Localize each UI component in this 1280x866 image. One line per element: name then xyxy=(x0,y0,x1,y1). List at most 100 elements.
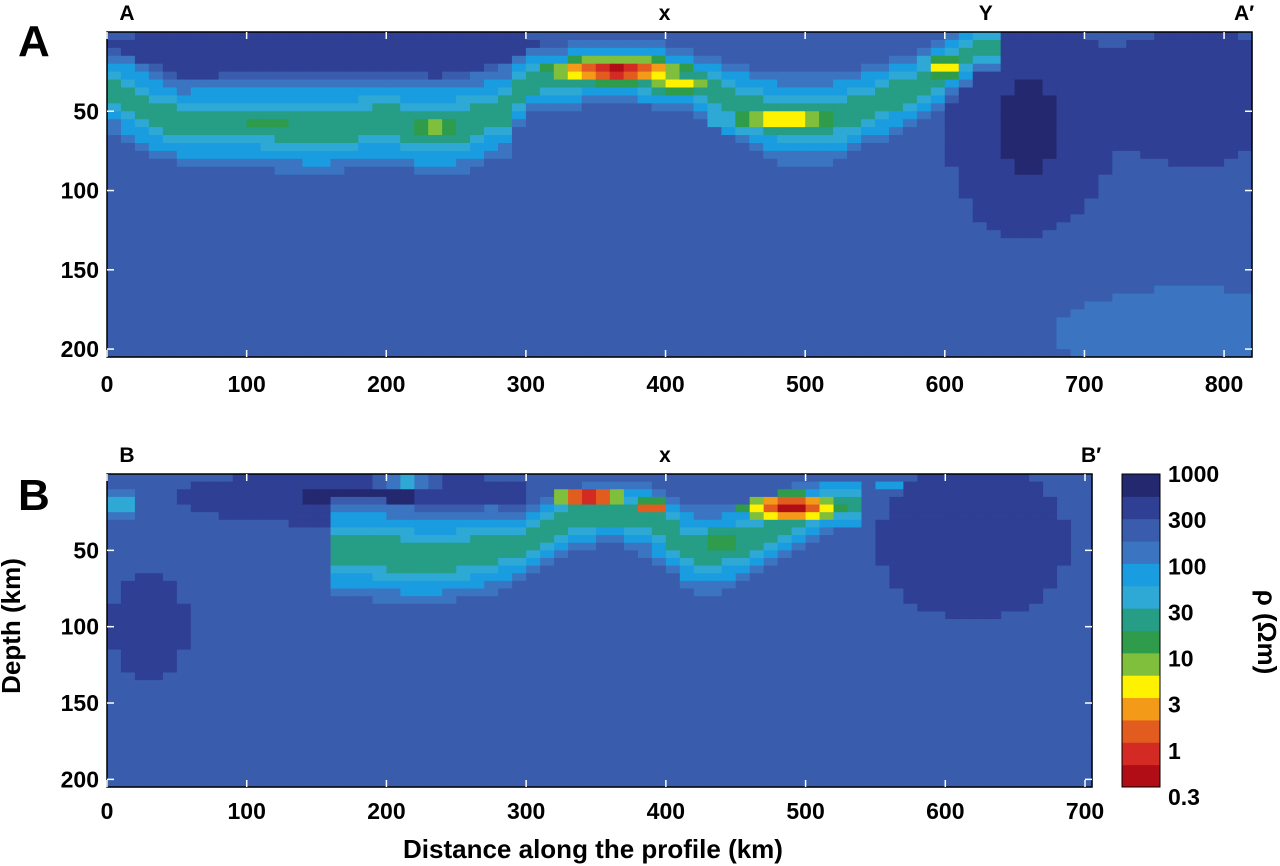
resistivity-cell xyxy=(1056,158,1072,168)
resistivity-cell xyxy=(679,39,695,49)
resistivity-cell xyxy=(246,672,262,681)
resistivity-cell xyxy=(120,779,136,788)
resistivity-cell xyxy=(1140,238,1155,247)
resistivity-cell xyxy=(888,214,904,223)
resistivity-cell xyxy=(1042,39,1058,49)
resistivity-cell xyxy=(330,474,346,483)
resistivity-cell xyxy=(693,269,709,279)
resistivity-cell xyxy=(358,79,373,89)
resistivity-cell xyxy=(190,733,206,742)
resistivity-cell xyxy=(637,63,653,73)
resistivity-cell xyxy=(944,39,960,49)
resistivity-cell xyxy=(721,47,736,57)
resistivity-cell xyxy=(190,550,206,559)
resistivity-cell xyxy=(1000,103,1016,112)
resistivity-cell xyxy=(302,733,318,742)
resistivity-cell xyxy=(1140,71,1155,81)
resistivity-cell xyxy=(1238,214,1253,223)
resistivity-cell xyxy=(246,718,262,727)
resistivity-cell xyxy=(190,341,206,350)
resistivity-cell xyxy=(176,222,192,231)
resistivity-cell xyxy=(414,285,429,295)
resistivity-cell xyxy=(107,764,122,773)
resistivity-cell xyxy=(204,626,220,635)
resistivity-cell xyxy=(525,261,541,271)
resistivity-cell xyxy=(358,489,374,498)
resistivity-cell xyxy=(107,542,122,551)
resistivity-cell xyxy=(372,269,387,279)
resistivity-cell xyxy=(567,127,583,136)
resistivity-cell xyxy=(274,771,290,780)
resistivity-cell xyxy=(190,764,206,773)
resistivity-cell xyxy=(1056,309,1072,318)
resistivity-cell xyxy=(120,127,136,136)
resistivity-cell xyxy=(330,135,345,144)
resistivity-cell xyxy=(484,641,499,651)
resistivity-cell xyxy=(1056,269,1072,279)
resistivity-cell xyxy=(162,542,178,551)
resistivity-cell xyxy=(498,649,513,658)
resistivity-cell xyxy=(190,261,206,271)
resistivity-cell xyxy=(134,588,150,597)
y-tick-label: 200 xyxy=(61,336,99,362)
resistivity-cell xyxy=(470,135,485,144)
resistivity-cell xyxy=(596,771,611,780)
resistivity-cell xyxy=(260,474,276,483)
resistivity-cell xyxy=(344,703,360,712)
resistivity-cell xyxy=(148,158,164,168)
resistivity-cell xyxy=(1000,135,1016,144)
resistivity-cell xyxy=(944,301,960,311)
resistivity-cell xyxy=(637,474,653,483)
resistivity-cell xyxy=(651,63,667,73)
resistivity-cell xyxy=(637,634,653,643)
resistivity-cell xyxy=(442,680,457,689)
resistivity-cell xyxy=(218,95,234,104)
resistivity-cell xyxy=(568,687,583,696)
resistivity-cell xyxy=(120,238,136,247)
resistivity-cell xyxy=(190,542,206,551)
resistivity-cell xyxy=(651,325,667,334)
resistivity-cell xyxy=(456,596,471,605)
resistivity-cell xyxy=(330,333,345,342)
resistivity-cell xyxy=(679,230,695,239)
resistivity-cell xyxy=(372,596,388,605)
resistivity-cell xyxy=(484,269,499,279)
resistivity-cell xyxy=(721,119,736,128)
resistivity-cell xyxy=(428,703,443,712)
resistivity-cell xyxy=(609,253,625,263)
resistivity-cell xyxy=(428,657,443,666)
resistivity-cell xyxy=(1154,182,1169,192)
resistivity-cell xyxy=(874,32,890,41)
resistivity-cell xyxy=(190,695,206,704)
resistivity-cell xyxy=(596,641,611,651)
resistivity-cell xyxy=(651,349,667,358)
resistivity-cell xyxy=(902,95,918,104)
resistivity-cell xyxy=(539,182,555,192)
resistivity-cell xyxy=(372,535,388,544)
resistivity-cell xyxy=(554,695,569,704)
resistivity-cell xyxy=(1028,325,1044,334)
resistivity-cell xyxy=(470,127,485,136)
resistivity-cell xyxy=(456,764,471,773)
resistivity-cell xyxy=(107,39,122,49)
resistivity-cell xyxy=(484,79,499,89)
resistivity-cell xyxy=(819,150,834,160)
resistivity-cell xyxy=(386,309,401,318)
resistivity-cell xyxy=(944,285,960,295)
resistivity-cell xyxy=(176,79,192,89)
resistivity-cell xyxy=(344,496,360,506)
resistivity-cell xyxy=(1000,142,1016,152)
resistivity-cell xyxy=(735,166,750,176)
resistivity-cell xyxy=(470,664,485,674)
resistivity-cell xyxy=(1196,341,1211,350)
resistivity-cell xyxy=(805,71,820,81)
resistivity-cell xyxy=(162,285,178,295)
resistivity-cell xyxy=(1056,103,1072,112)
resistivity-cell xyxy=(274,764,290,773)
resistivity-cell xyxy=(316,672,332,681)
resistivity-cell xyxy=(190,535,206,544)
resistivity-cell xyxy=(1112,246,1127,255)
resistivity-cell xyxy=(526,557,541,567)
resistivity-cell xyxy=(581,301,597,311)
resistivity-cell xyxy=(1112,293,1127,303)
